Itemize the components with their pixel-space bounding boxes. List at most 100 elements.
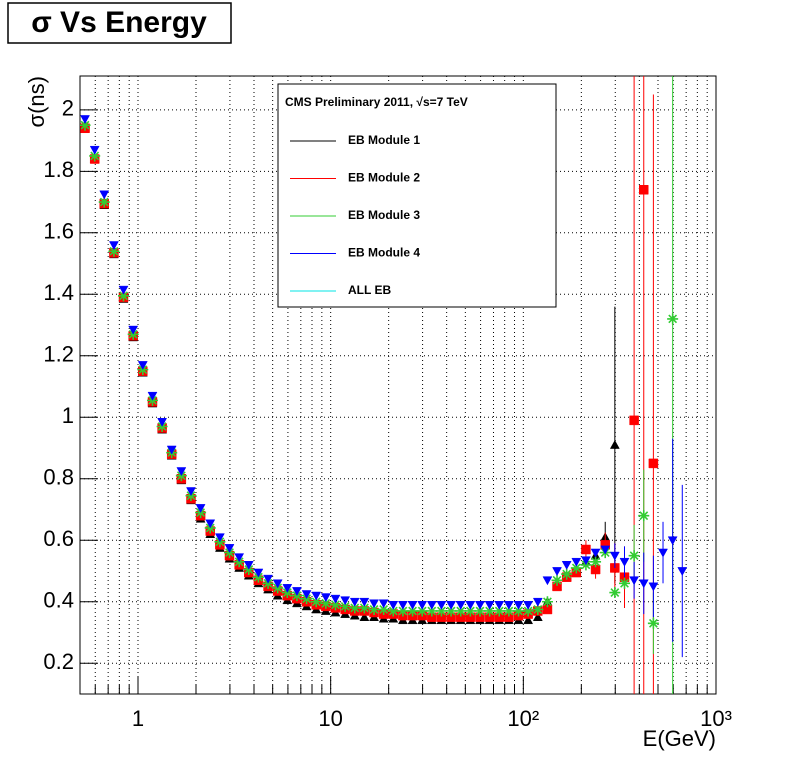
data-point (80, 115, 90, 125)
data-point (147, 391, 158, 401)
data-point (166, 445, 177, 455)
title-box (7, 2, 232, 44)
y-tick-label: 0.4 (43, 588, 74, 613)
data-point (638, 510, 650, 522)
data-point (118, 285, 129, 295)
data-point (397, 605, 409, 617)
data-point (618, 577, 630, 589)
data-point (503, 605, 515, 617)
data-point (629, 576, 640, 586)
data-point (581, 556, 591, 566)
plot-area (80, 76, 688, 694)
data-point (205, 519, 216, 529)
data-point (109, 241, 119, 251)
data-point (542, 576, 553, 586)
data-point (484, 605, 496, 617)
x-tick-label: 10 (318, 706, 342, 731)
data-point (513, 605, 525, 617)
data-point (387, 605, 399, 617)
data-point (590, 556, 602, 568)
chart-title: σ Vs Energy (31, 6, 207, 39)
data-point (561, 561, 572, 570)
data-point (551, 574, 563, 586)
data-point (465, 600, 476, 610)
legend-box (277, 83, 557, 308)
data-point (89, 145, 100, 155)
data-point (561, 568, 573, 580)
data-point (320, 593, 331, 603)
data-point (629, 415, 639, 426)
data-point (310, 596, 322, 608)
data-point (532, 597, 543, 607)
data-point (532, 612, 543, 621)
data-point (369, 599, 379, 609)
y-tick-label: 0.6 (43, 526, 74, 551)
data-point (349, 597, 360, 607)
data-point (513, 600, 524, 610)
plot-frame (79, 75, 717, 695)
data-point (541, 596, 553, 608)
data-point (349, 602, 361, 614)
data-point (628, 550, 640, 562)
legend-label: ALL EB (348, 283, 391, 297)
data-point (446, 600, 457, 610)
data-point (426, 605, 438, 617)
x-axis-label: E(GeV) (643, 726, 716, 751)
legend-label: EB Module 3 (348, 208, 420, 222)
data-point (648, 458, 659, 469)
data-point (378, 603, 390, 615)
data-point (475, 600, 485, 610)
data-point (195, 504, 206, 513)
data-point (677, 567, 688, 577)
data-point (388, 600, 399, 610)
data-point (570, 562, 582, 574)
data-point (484, 600, 495, 610)
data-point (609, 587, 621, 599)
data-point (358, 602, 370, 614)
y-tick-label: 1.4 (43, 280, 74, 305)
data-point (137, 361, 148, 371)
data-point (359, 612, 370, 621)
data-point (523, 600, 534, 610)
y-tick-label: 1 (62, 403, 74, 428)
data-point (648, 582, 659, 592)
data-point (263, 574, 273, 584)
data-point (522, 605, 534, 617)
data-point (639, 185, 649, 195)
data-point (416, 605, 428, 617)
data-point (571, 557, 582, 567)
legend-label: EB Module 4 (348, 246, 420, 260)
data-point (417, 600, 428, 610)
data-point (272, 579, 283, 589)
data-point (176, 467, 187, 477)
data-point (552, 567, 562, 577)
x-tick-label: 10³ (700, 706, 732, 731)
data-point (581, 544, 591, 555)
data-point (320, 597, 332, 609)
data-point (667, 313, 679, 325)
legend-label: EB Module 2 (348, 171, 420, 185)
data-point (397, 600, 408, 610)
data-point (532, 603, 544, 615)
data-point (435, 605, 447, 617)
x-tick-label: 10² (507, 706, 539, 731)
data-point (609, 439, 620, 449)
data-point (426, 600, 437, 610)
data-point (80, 119, 91, 131)
legend-label: EB Module 1 (348, 133, 420, 147)
data-point (445, 605, 457, 617)
data-point (118, 290, 130, 302)
data-point (542, 604, 553, 615)
data-point (339, 600, 351, 612)
data-point (234, 553, 245, 563)
data-point (329, 599, 341, 611)
data-point (292, 587, 302, 597)
data-point (638, 579, 649, 589)
data-point (98, 196, 110, 208)
data-point (214, 533, 225, 543)
data-point (340, 596, 351, 606)
data-point (455, 605, 467, 617)
data-point (282, 584, 293, 593)
data-point (243, 561, 254, 570)
